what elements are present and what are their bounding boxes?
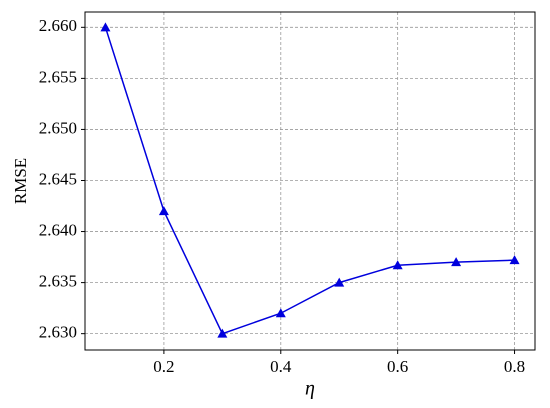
marker	[334, 277, 345, 287]
marker	[217, 328, 228, 338]
y-tick-label: 2.640	[39, 220, 77, 239]
y-tick-label: 2.635	[39, 272, 77, 291]
marker	[158, 206, 169, 216]
x-tick-label: 0.4	[270, 357, 292, 376]
y-tick-label: 2.630	[39, 323, 77, 342]
marker	[392, 260, 403, 270]
x-tick-label: 0.8	[504, 357, 525, 376]
marker	[100, 22, 111, 32]
marker	[275, 308, 286, 318]
y-tick-label: 2.660	[39, 16, 77, 35]
marker	[451, 257, 462, 267]
marker	[509, 255, 520, 265]
y-axis-label: RMSE	[11, 158, 30, 204]
y-tick-label: 2.645	[39, 169, 77, 188]
x-tick-label: 0.2	[153, 357, 174, 376]
y-tick-label: 2.650	[39, 118, 77, 137]
x-axis-label: η	[305, 378, 315, 400]
plot-frame	[84, 11, 536, 351]
x-tick-label: 0.6	[387, 357, 408, 376]
line	[104, 27, 515, 335]
y-tick-label: 2.655	[39, 67, 77, 86]
